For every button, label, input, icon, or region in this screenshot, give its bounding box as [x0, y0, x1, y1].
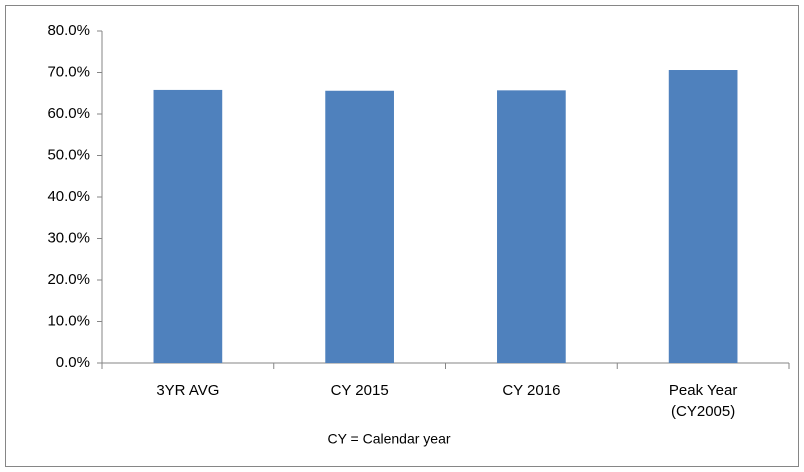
bar [325, 90, 394, 363]
y-tick-label: 40.0% [47, 188, 90, 205]
bar [153, 89, 223, 364]
chart-border [5, 5, 799, 467]
x-tick-label: CY 2015 [331, 382, 389, 399]
y-tick-label: 70.0% [47, 63, 90, 80]
y-tick-label: 0.0% [56, 354, 90, 371]
x-tick-label: Peak Year (CY2005) [669, 382, 737, 420]
y-tick-label: 80.0% [47, 22, 90, 39]
y-tick-label: 60.0% [47, 105, 90, 122]
bar [668, 70, 738, 363]
x-tick-label: CY 2016 [502, 382, 560, 399]
y-tick-label: 20.0% [47, 271, 90, 288]
y-tick-label: 50.0% [47, 146, 90, 163]
y-tick-label: 10.0% [47, 312, 90, 329]
x-tick-label: 3YR AVG [156, 382, 219, 399]
bar [497, 90, 566, 363]
y-tick-label: 30.0% [47, 229, 90, 246]
footnote: CY = Calendar year [327, 431, 450, 447]
